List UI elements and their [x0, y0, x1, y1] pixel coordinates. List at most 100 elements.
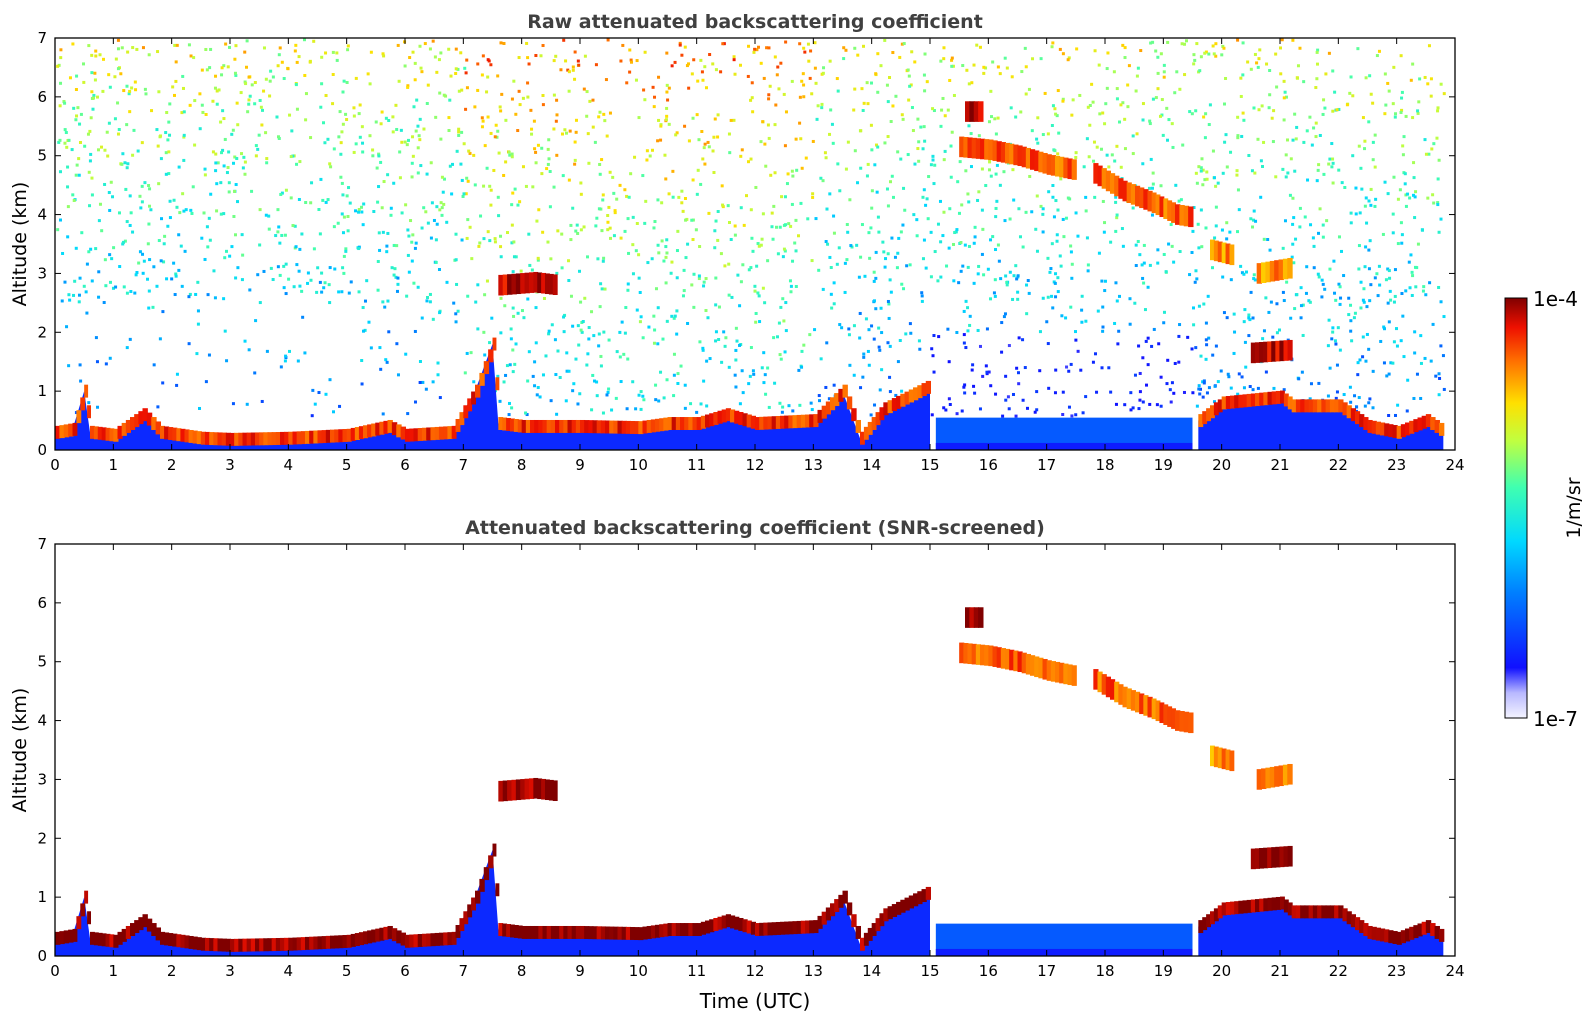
boundary-layer-cell	[358, 426, 364, 440]
boundary-layer-cell	[280, 937, 286, 951]
noise-cell	[448, 98, 452, 102]
noise-cell	[1173, 91, 1177, 95]
noise-cell	[750, 81, 754, 85]
noise-cell	[147, 222, 151, 226]
boundary-layer-cell	[571, 925, 577, 939]
noise-cell	[490, 316, 494, 320]
boundary-layer-cell	[855, 419, 861, 433]
boundary-layer-cell	[409, 934, 415, 948]
noise-cell	[734, 348, 738, 352]
noise-cell	[931, 158, 935, 162]
noise-cell	[128, 89, 132, 93]
x-tick-label: 11	[687, 456, 706, 474]
noise-cell	[1387, 269, 1391, 273]
boundary-layer-cell	[838, 388, 844, 402]
noise-cell	[221, 148, 225, 152]
noise-cell	[1190, 250, 1194, 254]
noise-cell	[815, 117, 819, 121]
noise-cell	[682, 289, 686, 293]
noise-cell	[888, 390, 892, 394]
noise-cell	[1207, 386, 1211, 390]
noise-cell	[989, 384, 993, 388]
noise-cell	[959, 241, 963, 245]
noise-cell	[1382, 361, 1386, 365]
cloud-cell	[1030, 655, 1036, 676]
noise-cell	[832, 281, 836, 285]
boundary-layer-cell	[713, 411, 719, 425]
noise-cell	[1128, 322, 1132, 326]
noise-cell	[1103, 279, 1107, 283]
noise-cell	[987, 120, 991, 124]
noise-cell	[1295, 76, 1299, 80]
noise-cell	[1233, 330, 1237, 334]
boundary-layer-cell	[172, 933, 178, 947]
noise-cell	[1318, 207, 1322, 211]
noise-cell	[1101, 325, 1105, 329]
boundary-layer-cell	[1413, 925, 1419, 939]
noise-cell	[291, 224, 295, 228]
noise-cell	[607, 338, 611, 342]
noise-cell	[1409, 253, 1413, 257]
noise-cell	[606, 38, 610, 42]
noise-cell	[652, 314, 656, 318]
boundary-layer-cell	[559, 419, 565, 433]
noise-cell	[702, 379, 706, 383]
noise-cell	[476, 283, 480, 287]
noise-cell	[219, 181, 223, 185]
noise-cell	[579, 181, 583, 185]
noise-cell	[831, 141, 835, 145]
noise-cell	[802, 83, 806, 87]
noise-cell	[943, 114, 947, 118]
noise-cell	[798, 403, 802, 407]
noise-cell	[992, 291, 996, 295]
noise-cell	[922, 238, 926, 242]
noise-cell	[279, 192, 283, 196]
noise-cell	[1115, 213, 1119, 217]
noise-cell	[879, 306, 883, 310]
noise-cell	[1321, 235, 1325, 239]
noise-cell	[574, 118, 578, 122]
noise-cell	[1330, 337, 1334, 341]
noise-cell	[625, 194, 629, 198]
noise-cell	[445, 280, 449, 284]
noise-cell	[1252, 277, 1256, 281]
noise-cell	[166, 138, 170, 142]
boundary-layer-cell	[434, 426, 440, 440]
cloud-cell	[1042, 658, 1048, 680]
noise-cell	[817, 268, 821, 272]
noise-cell	[1391, 361, 1395, 365]
noise-cell	[828, 132, 832, 136]
noise-cell	[711, 149, 715, 153]
noise-cell	[762, 351, 766, 355]
noise-cell	[423, 42, 427, 46]
boundary-layer-cell	[1430, 923, 1436, 936]
noise-cell	[1342, 274, 1346, 278]
noise-cell	[1058, 254, 1062, 258]
noise-cell	[72, 106, 76, 110]
boundary-layer-cell	[176, 428, 182, 442]
noise-cell	[1101, 111, 1105, 115]
noise-cell	[1190, 347, 1194, 351]
boundary-layer-cell	[467, 904, 473, 918]
noise-cell	[98, 53, 102, 57]
noise-cell	[662, 396, 666, 400]
noise-cell	[78, 363, 82, 367]
boundary-layer-cell	[246, 938, 252, 952]
noise-cell	[397, 79, 401, 83]
noise-cell	[1088, 123, 1092, 127]
noise-cell	[349, 280, 353, 284]
noise-cell	[942, 158, 946, 162]
noise-cell	[1050, 45, 1054, 49]
noise-cell	[1224, 76, 1228, 80]
noise-cell	[1262, 140, 1266, 144]
noise-cell	[1151, 182, 1155, 186]
noise-cell	[219, 212, 223, 216]
noise-cell	[73, 279, 77, 283]
boundary-layer-cell	[1225, 902, 1231, 915]
noise-cell	[514, 342, 518, 346]
noise-cell	[234, 73, 238, 77]
noise-cell	[1141, 400, 1145, 404]
noise-cell	[1228, 230, 1232, 234]
noise-cell	[746, 74, 750, 78]
noise-cell	[193, 99, 197, 103]
